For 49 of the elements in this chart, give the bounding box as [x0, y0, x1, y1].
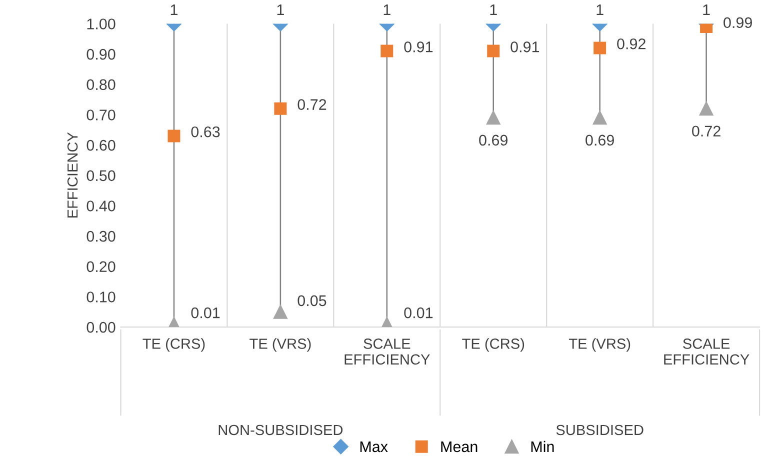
legend-label: Max — [360, 441, 388, 452]
data-label: 1 — [384, 4, 390, 15]
data-label: 0.69 — [479, 134, 508, 146]
data-label: 0.72 — [692, 126, 720, 137]
x-tick-label: TE (VRS) — [568, 338, 630, 352]
y-tick-label: 1.00 — [87, 18, 116, 30]
legend-label: Min — [531, 440, 554, 452]
x-tick-label: TE (CRS) — [142, 338, 205, 352]
data-label: 0.72 — [298, 99, 326, 110]
point — [168, 130, 180, 142]
y-tick-label: 0.80 — [86, 79, 116, 90]
point — [699, 102, 714, 116]
data-label: 0.99 — [724, 17, 752, 28]
point — [380, 44, 394, 58]
data-label: 1 — [596, 4, 604, 15]
data-label: 0.01 — [404, 307, 433, 318]
point — [486, 110, 500, 125]
data-label: 0.91 — [404, 42, 433, 52]
data-label: 1 — [490, 4, 497, 15]
text: NON-SUBSIDISED — [218, 424, 343, 436]
y-tick-label: 0.00 — [86, 322, 116, 333]
y-tick-label: 0.70 — [86, 110, 116, 120]
x-tick-label: SCALE EFFICIENCY — [664, 338, 750, 365]
data-label: 1 — [703, 4, 710, 15]
y-tick-label: 0.20 — [86, 261, 116, 272]
y-tick-label: 0.90 — [86, 48, 116, 60]
data-label: 1 — [170, 4, 178, 15]
y-tick-label: 0.10 — [86, 292, 116, 302]
point — [592, 110, 607, 125]
y-axis-title: EFFICIENCY — [67, 132, 78, 218]
point — [274, 102, 287, 115]
y-tick-label: 0.30 — [86, 230, 116, 242]
data-label: 1 — [277, 4, 284, 15]
x-tick-label: SCALE EFFICIENCY — [344, 338, 430, 365]
point — [594, 42, 606, 54]
point — [487, 44, 500, 58]
data-label: 0.63 — [191, 126, 220, 138]
x-tick-label: TE (VRS) — [250, 338, 311, 352]
y-tick-label: 0.60 — [86, 140, 116, 151]
y-tick-label: 0.50 — [86, 170, 116, 182]
legend-label: Mean — [441, 441, 478, 452]
data-label: 0.69 — [586, 134, 614, 146]
data-label: 0.05 — [298, 295, 326, 306]
data-label: 0.91 — [510, 42, 540, 52]
y-tick-label: 0.40 — [86, 200, 116, 212]
x-tick-label: TE (CRS) — [462, 338, 524, 352]
data-label: 0.01 — [191, 307, 220, 318]
data-label: 0.92 — [617, 38, 646, 50]
text: SUBSIDISED — [556, 424, 644, 436]
